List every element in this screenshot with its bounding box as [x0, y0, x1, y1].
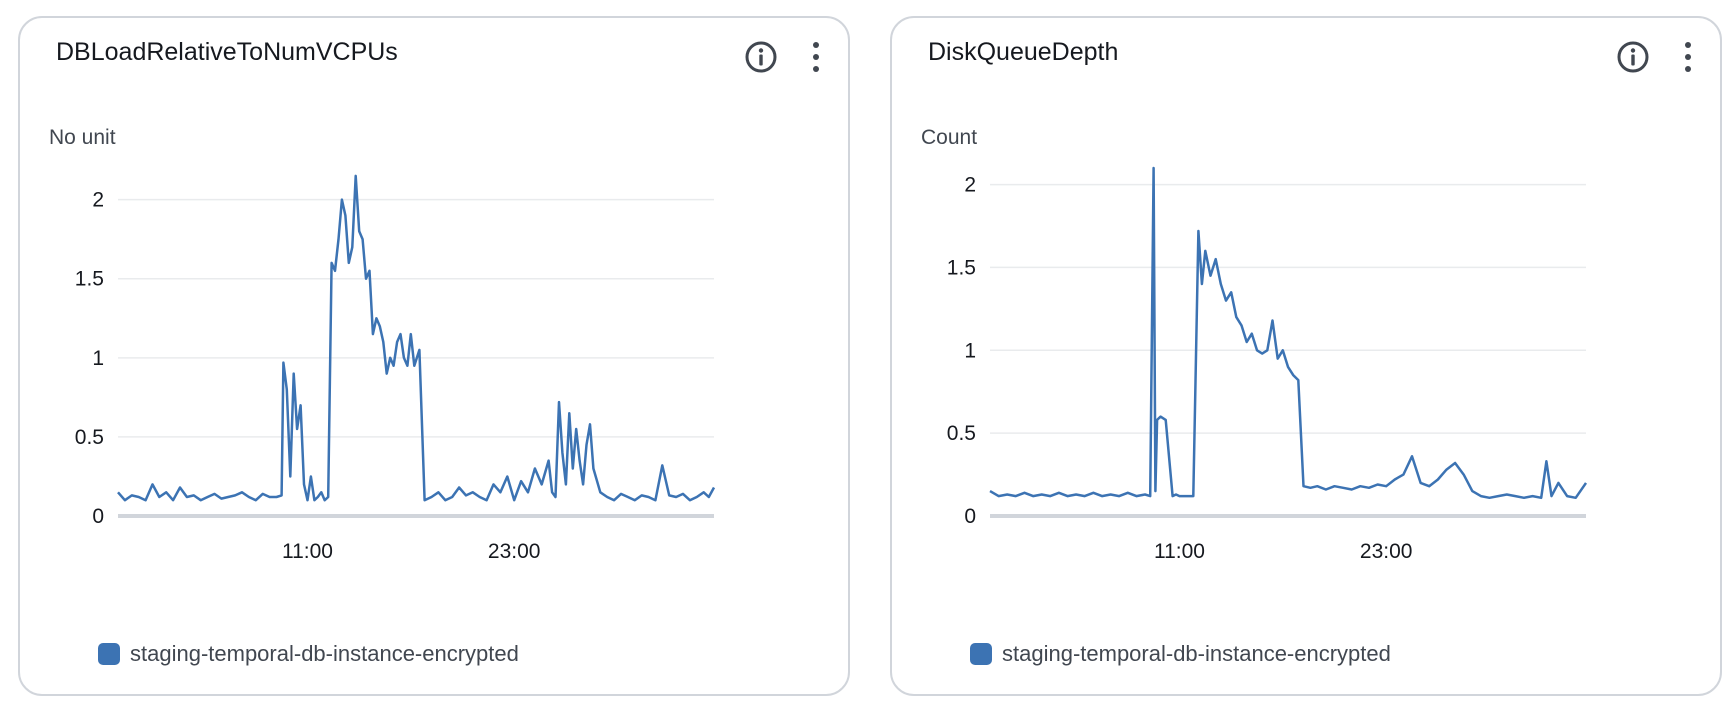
x-tick-label: 11:00 [282, 540, 333, 563]
y-tick-label: 1.5 [75, 268, 104, 291]
y-tick-label: 1 [964, 339, 976, 362]
chart-plot: 0 0.5 1 1.5 2 11:00 23:00 [75, 174, 716, 563]
y-tick-label: 2 [964, 174, 976, 197]
legend-item[interactable]: staging-temporal-db-instance-encrypted [98, 641, 519, 667]
series-line [117, 174, 716, 502]
series-line [989, 166, 1588, 500]
x-tick-label: 23:00 [488, 540, 541, 563]
widget-diskqueue: DiskQueueDepth Count 0 0.5 1 1.5 2 11:00 23:00… [890, 16, 1722, 696]
y-tick-label: 2 [92, 189, 104, 212]
y-axis-unit: Count [921, 126, 978, 149]
legend-swatch [970, 643, 992, 665]
legend-item[interactable]: staging-temporal-db-instance-encrypted [970, 641, 1391, 667]
y-tick-label: 0.5 [947, 422, 976, 445]
y-tick-label: 0 [964, 505, 976, 528]
legend-swatch [98, 643, 120, 665]
info-icon[interactable] [744, 40, 778, 74]
legend-label: staging-temporal-db-instance-encrypted [1002, 641, 1391, 666]
more-vertical-icon[interactable] [1678, 40, 1698, 74]
legend-label: staging-temporal-db-instance-encrypted [130, 641, 519, 666]
widget-title: DBLoadRelativeToNumVCPUs [56, 38, 398, 66]
y-tick-label: 0 [92, 505, 104, 528]
chart-plot: 0 0.5 1 1.5 2 11:00 23:00 [947, 166, 1588, 563]
more-vertical-icon[interactable] [806, 40, 826, 74]
y-tick-label: 0.5 [75, 426, 104, 449]
y-tick-label: 1 [92, 347, 104, 370]
x-tick-label: 23:00 [1360, 540, 1413, 563]
widget-dbload: DBLoadRelativeToNumVCPUs No unit 0 0.5 1 1.… [18, 16, 850, 696]
y-tick-label: 1.5 [947, 256, 976, 279]
widget-title: DiskQueueDepth [928, 38, 1119, 66]
x-tick-label: 11:00 [1154, 540, 1205, 563]
y-axis-unit: No unit [49, 126, 116, 149]
info-icon[interactable] [1616, 40, 1650, 74]
